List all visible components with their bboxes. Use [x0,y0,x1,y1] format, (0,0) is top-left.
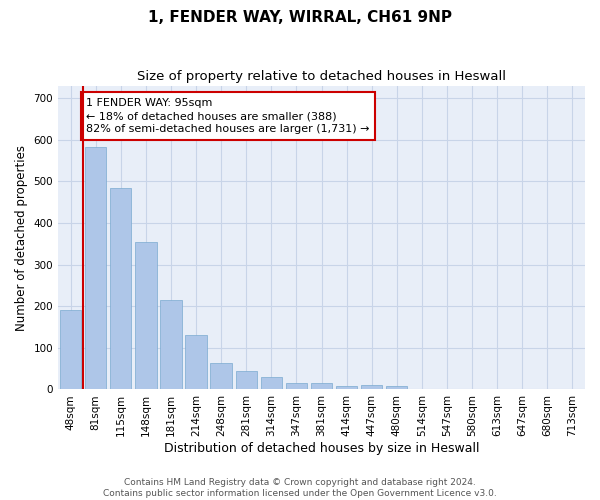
Y-axis label: Number of detached properties: Number of detached properties [15,144,28,330]
Bar [85,147,106,390]
Text: 1, FENDER WAY, WIRRAL, CH61 9NP: 1, FENDER WAY, WIRRAL, CH61 9NP [148,10,452,25]
Bar [110,188,131,390]
X-axis label: Distribution of detached houses by size in Heswall: Distribution of detached houses by size … [164,442,479,455]
Bar [361,385,382,390]
Bar [211,363,232,390]
Bar [260,376,282,390]
Bar [386,386,407,390]
Bar [286,383,307,390]
Bar [311,383,332,390]
Bar [135,242,157,390]
Bar [185,336,207,390]
Bar [60,310,81,390]
Bar [236,371,257,390]
Bar [160,300,182,390]
Bar [336,386,357,390]
Text: Contains HM Land Registry data © Crown copyright and database right 2024.
Contai: Contains HM Land Registry data © Crown c… [103,478,497,498]
Title: Size of property relative to detached houses in Heswall: Size of property relative to detached ho… [137,70,506,83]
Text: 1 FENDER WAY: 95sqm
← 18% of detached houses are smaller (388)
82% of semi-detac: 1 FENDER WAY: 95sqm ← 18% of detached ho… [86,98,370,134]
